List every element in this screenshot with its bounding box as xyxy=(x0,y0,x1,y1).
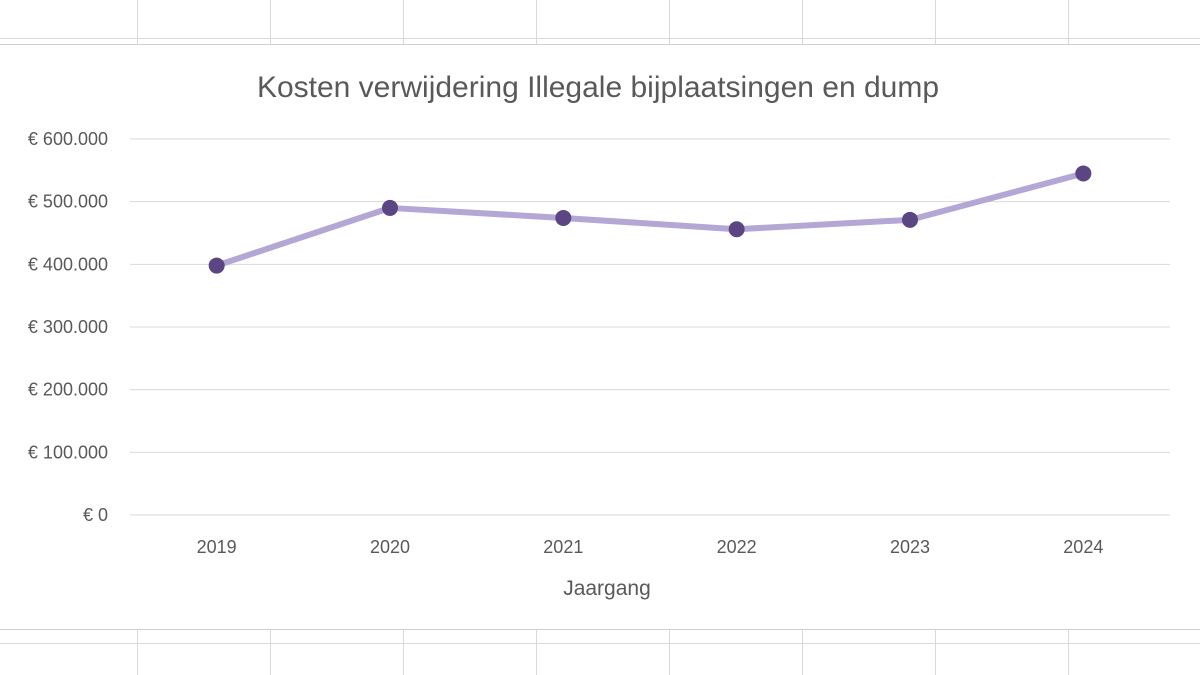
gridlines xyxy=(130,138,1170,516)
y-axis-tick-labels: € 0 € 100.000 € 200.000 € 300.000 € 400.000 €… xyxy=(28,129,108,525)
series-markers xyxy=(208,165,1092,274)
x-tick-label: 2019 xyxy=(197,537,237,557)
x-tick-label: 2020 xyxy=(370,537,410,557)
sheet-grid-bottom xyxy=(0,630,1200,675)
series-line-path xyxy=(213,170,1087,269)
data-point-marker xyxy=(208,257,225,274)
x-axis-label: Jaargang xyxy=(563,577,651,600)
y-tick-label: € 200.000 xyxy=(28,380,108,400)
data-point-marker xyxy=(555,209,572,226)
data-point-marker xyxy=(382,199,398,216)
data-point-marker xyxy=(1075,165,1092,182)
x-axis-tick-labels: 2019 2020 2021 2022 2023 2024 xyxy=(197,537,1104,557)
chart-title: Kosten verwijdering Illegale bijplaatsin… xyxy=(257,71,939,104)
y-tick-label: € 100.000 xyxy=(28,442,108,462)
sheet-grid-top xyxy=(0,0,1200,44)
data-point-marker xyxy=(728,221,745,238)
series-line xyxy=(213,170,1087,269)
y-tick-label: € 300.000 xyxy=(28,317,108,337)
chart-object[interactable]: Kosten verwijdering Illegale bijplaatsin… xyxy=(0,44,1200,630)
line-chart: Kosten verwijdering Illegale bijplaatsin… xyxy=(28,71,1170,600)
x-tick-label: 2024 xyxy=(1063,537,1103,557)
x-tick-label: 2021 xyxy=(543,537,583,557)
y-tick-label: € 500.000 xyxy=(28,192,108,212)
x-tick-label: 2023 xyxy=(890,537,930,557)
data-point-marker xyxy=(902,211,918,228)
y-tick-label: € 600.000 xyxy=(28,129,108,149)
x-tick-label: 2022 xyxy=(717,537,757,557)
y-tick-label: € 400.000 xyxy=(28,254,108,274)
y-tick-label: € 0 xyxy=(83,505,108,525)
